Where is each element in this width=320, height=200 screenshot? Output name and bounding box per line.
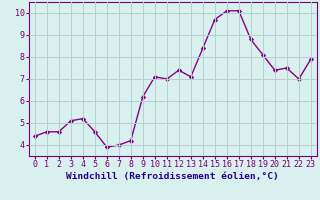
X-axis label: Windchill (Refroidissement éolien,°C): Windchill (Refroidissement éolien,°C) [67,172,279,181]
